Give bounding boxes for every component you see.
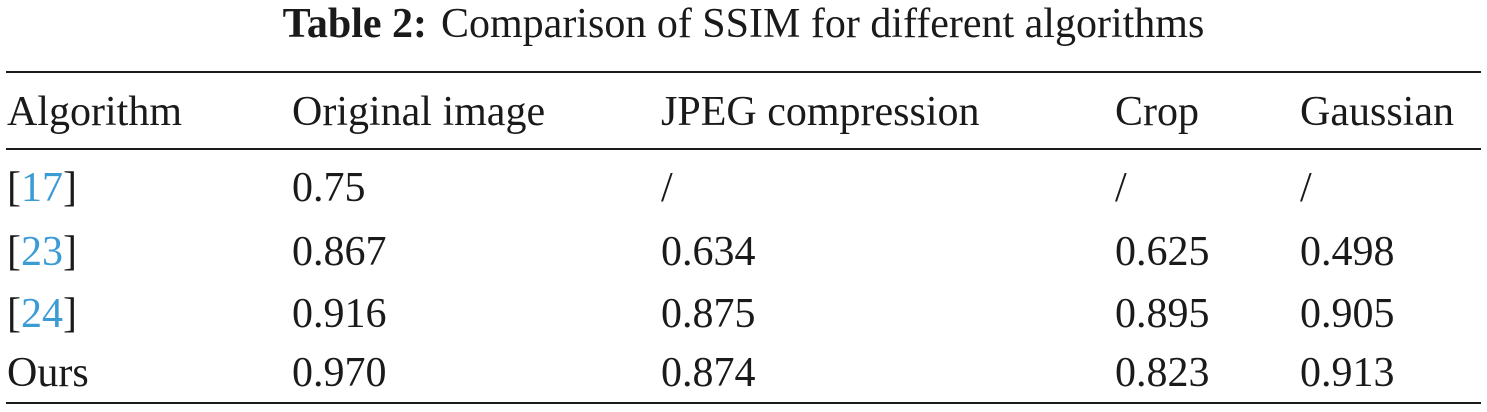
reference-link-23[interactable]: 23 (21, 229, 63, 275)
table-row: [17] 0.75 / / / (0, 158, 1487, 218)
algorithm-cell: [23] (7, 222, 77, 282)
original-image-value: 0.916 (292, 291, 387, 337)
original-image-value: 0.970 (292, 350, 387, 396)
algorithm-cell: [17] (7, 158, 77, 218)
bracket-close: ] (63, 229, 77, 275)
table-caption: Table 2: Comparison of SSIM for different… (0, 0, 1487, 58)
reference-link-24[interactable]: 24 (21, 291, 63, 337)
bracket-close: ] (63, 291, 77, 337)
crop-value: 0.823 (1115, 350, 1210, 396)
table-caption-label: Table 2: (282, 1, 427, 47)
bracket-open: [ (7, 229, 21, 275)
gaussian-value: 0.905 (1300, 291, 1395, 337)
original-image-value: 0.75 (292, 165, 366, 211)
table-caption-text: Comparison of SSIM for different algorit… (441, 1, 1205, 47)
header-jpeg-compression: JPEG compression (661, 89, 980, 135)
crop-value: 0.895 (1115, 291, 1210, 337)
gaussian-value: 0.913 (1300, 350, 1395, 396)
jpeg-compression-value: 0.634 (661, 229, 756, 275)
table-row: [23] 0.867 0.634 0.625 0.498 (0, 222, 1487, 282)
bracket-open: [ (7, 291, 21, 337)
crop-value: 0.625 (1115, 229, 1210, 275)
bracket-open: [ (7, 165, 21, 211)
reference-link-17[interactable]: 17 (21, 165, 63, 211)
table-top-rule (6, 71, 1481, 73)
original-image-value: 0.867 (292, 229, 387, 275)
table-header-rule (6, 148, 1481, 150)
jpeg-compression-value: / (661, 165, 673, 211)
jpeg-compression-value: 0.874 (661, 350, 756, 396)
algorithm-cell: [24] (7, 284, 77, 344)
header-original-image: Original image (292, 89, 546, 135)
table-bottom-rule (6, 402, 1481, 404)
header-crop: Crop (1115, 89, 1199, 135)
algorithm-cell: Ours (7, 350, 89, 396)
header-gaussian: Gaussian (1300, 89, 1454, 135)
bracket-close: ] (63, 165, 77, 211)
gaussian-value: / (1300, 165, 1312, 211)
table-header-row: Algorithm Original image JPEG compressio… (0, 82, 1487, 142)
header-algorithm: Algorithm (7, 89, 182, 135)
jpeg-compression-value: 0.875 (661, 291, 756, 337)
table-row: Ours 0.970 0.874 0.823 0.913 (0, 343, 1487, 403)
crop-value: / (1115, 165, 1127, 211)
gaussian-value: 0.498 (1300, 229, 1395, 275)
table-row: [24] 0.916 0.875 0.895 0.905 (0, 284, 1487, 344)
